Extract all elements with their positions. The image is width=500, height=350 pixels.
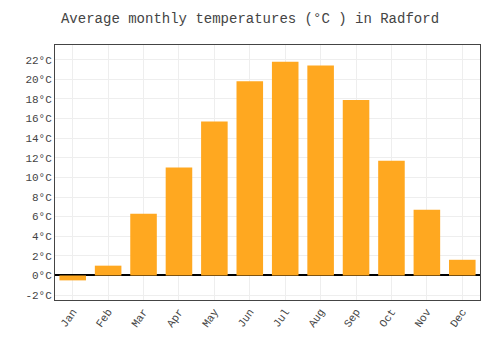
svg-text:6°C: 6°C [32,211,52,223]
svg-text:Jul: Jul [271,307,292,330]
svg-text:14°C: 14°C [25,133,52,145]
svg-text:Oct: Oct [377,307,398,330]
svg-text:16°C: 16°C [25,113,52,125]
svg-text:Jun: Jun [236,307,257,330]
svg-text:Mar: Mar [129,307,150,330]
svg-text:18°C: 18°C [25,94,52,106]
svg-text:Aug: Aug [306,307,327,330]
svg-text:22°C: 22°C [25,55,52,67]
svg-text:Feb: Feb [94,307,115,330]
svg-text:4°C: 4°C [32,231,52,243]
svg-text:Sep: Sep [342,307,363,330]
svg-text:12°C: 12°C [25,153,52,165]
svg-text:Nov: Nov [413,306,434,329]
svg-text:-2°C: -2°C [25,290,52,302]
svg-text:20°C: 20°C [25,74,52,86]
svg-text:10°C: 10°C [25,172,52,184]
svg-text:8°C: 8°C [32,192,52,204]
svg-text:Jan: Jan [58,307,79,330]
svg-text:May: May [200,306,221,329]
svg-text:2°C: 2°C [32,251,52,263]
svg-text:Dec: Dec [448,307,469,330]
svg-text:0°C: 0°C [32,270,52,282]
svg-text:Apr: Apr [165,307,186,330]
svg-text:Average monthly temperatures (: Average monthly temperatures (°C ) in Ra… [61,11,439,27]
